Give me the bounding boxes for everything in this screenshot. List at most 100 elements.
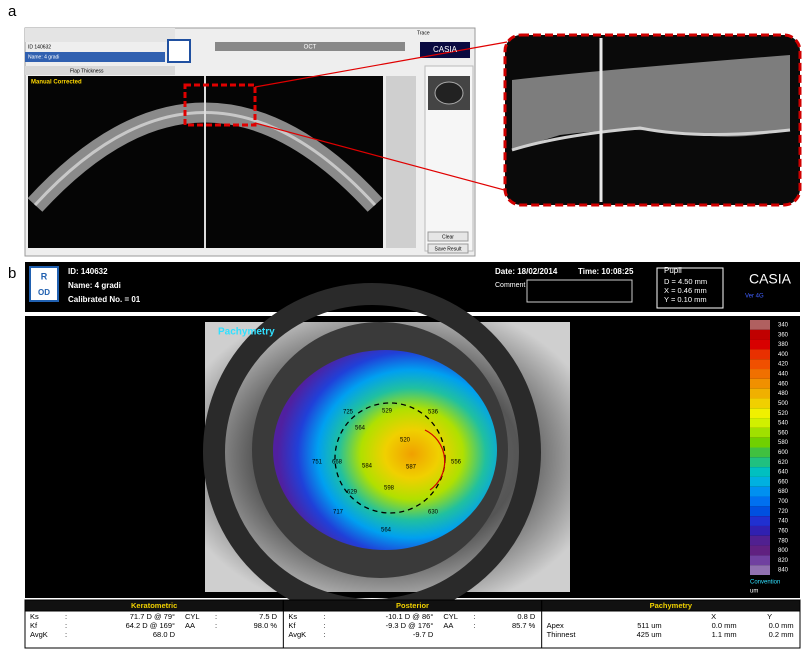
scale-cell <box>750 535 770 546</box>
pupil-row: D = 4.50 mm <box>664 277 707 286</box>
table-cell: : <box>215 621 217 630</box>
scale-label: 720 <box>778 509 789 515</box>
scale-label: 620 <box>778 460 789 466</box>
map-value: 564 <box>381 528 392 534</box>
scale-cell <box>750 545 770 556</box>
table-cell: AA <box>443 621 453 630</box>
button[interactable]: Save Result <box>435 246 463 252</box>
calibrated: Calibrated No. = 01 <box>68 295 141 304</box>
patient-name: Name: 4 gradi <box>28 54 59 60</box>
table-cell: 7.5 D <box>259 612 278 621</box>
table-cell: Ks <box>288 612 297 621</box>
map-value: 584 <box>362 464 373 470</box>
map-value: 598 <box>384 486 395 492</box>
time: Time: 10:08:25 <box>578 267 634 276</box>
scale-label: 840 <box>778 568 789 574</box>
map-value: 520 <box>400 438 411 444</box>
map-value: 529 <box>382 409 393 415</box>
pupil-box <box>656 267 724 309</box>
patient-id: ID: 140632 <box>68 267 108 276</box>
scale-label: 380 <box>778 342 789 348</box>
version: Ver 4G <box>745 294 764 300</box>
scale-label: 740 <box>778 519 789 525</box>
scale-cell <box>750 467 770 477</box>
comment: Comment <box>495 282 525 289</box>
table-cell: Ks <box>30 612 39 621</box>
logo-box <box>420 42 470 58</box>
panel-label: b <box>8 265 16 282</box>
comment-box <box>526 279 633 303</box>
table-cell: : <box>323 630 325 639</box>
table-cell: : <box>65 612 67 621</box>
scale-label: 760 <box>778 528 789 534</box>
window-title: OCT <box>304 45 317 51</box>
table-cell: CYL <box>443 612 458 621</box>
scale-cell <box>750 555 770 566</box>
status: Manual Corrected <box>31 80 82 86</box>
scale-label: 400 <box>778 352 789 358</box>
toolbar <box>25 28 175 42</box>
scale-cell <box>750 437 770 448</box>
scale-label: 700 <box>778 499 789 505</box>
scale-label: 680 <box>778 489 789 495</box>
scale-cell <box>750 329 770 340</box>
trace: Trace <box>417 30 430 36</box>
table-cell: 0.2 mm <box>769 630 794 639</box>
oct-bar <box>215 42 405 51</box>
tab: Flap Thickness <box>70 68 104 74</box>
scale-cell <box>750 427 770 438</box>
scale-label: 560 <box>778 430 789 436</box>
scale-label: 360 <box>778 332 789 338</box>
map-value: 556 <box>451 460 462 466</box>
scale-cell <box>750 457 770 468</box>
scale-label: 340 <box>778 322 789 328</box>
table-cell: 98.0 % <box>254 621 278 630</box>
table-cell: AvgK <box>30 630 48 639</box>
scale-label: 800 <box>778 548 789 554</box>
eye-icon <box>167 39 191 63</box>
map-value: 725 <box>343 410 354 416</box>
column-header: X <box>711 612 716 621</box>
scale-label: 540 <box>778 421 789 427</box>
table-cell: : <box>65 621 67 630</box>
patient-id: ID 140632 <box>28 44 51 50</box>
map-value: 630 <box>428 510 439 516</box>
name-bar <box>25 52 165 62</box>
table-cell: AvgK <box>288 630 306 639</box>
scale-cell <box>750 408 770 419</box>
button[interactable]: Clear <box>442 234 454 240</box>
table-cell: CYL <box>185 612 200 621</box>
map-value: 629 <box>347 490 358 496</box>
map-value: 717 <box>333 510 344 516</box>
scale-label: 440 <box>778 372 789 378</box>
scale-label: 580 <box>778 440 789 446</box>
scale-label: 640 <box>778 470 789 476</box>
table-cell: Apex <box>547 621 564 630</box>
scale-cell <box>750 388 770 399</box>
scale-label: 420 <box>778 362 789 368</box>
scale-label: 600 <box>778 450 789 456</box>
eye-badge <box>29 266 59 302</box>
table-cell: 425 um <box>637 630 662 639</box>
scale-cell <box>750 369 770 379</box>
pachymetry-map <box>273 350 497 550</box>
button-bg <box>427 231 469 242</box>
scale-cell <box>750 359 770 370</box>
scale-cell <box>750 506 770 517</box>
map-value: 564 <box>355 426 366 432</box>
pupil-title: Pupil <box>664 266 682 275</box>
side: OD <box>38 288 50 297</box>
table-cell: 71.7 D @ 79° <box>130 612 175 621</box>
map-value: 536 <box>428 410 439 416</box>
scale-cell <box>750 349 770 360</box>
table-cell: -10.1 D @ 86° <box>386 612 434 621</box>
scale-label: 820 <box>778 558 789 564</box>
pupil-row: Y = 0.10 mm <box>664 295 707 304</box>
eye-thumb-iris <box>434 81 464 105</box>
pupil-row: X = 0.46 mm <box>664 286 707 295</box>
table-cell: 1.1 mm <box>712 630 737 639</box>
scale-cell <box>750 447 770 458</box>
eye: R <box>41 271 48 281</box>
table-cell: -9.7 D <box>413 630 434 639</box>
